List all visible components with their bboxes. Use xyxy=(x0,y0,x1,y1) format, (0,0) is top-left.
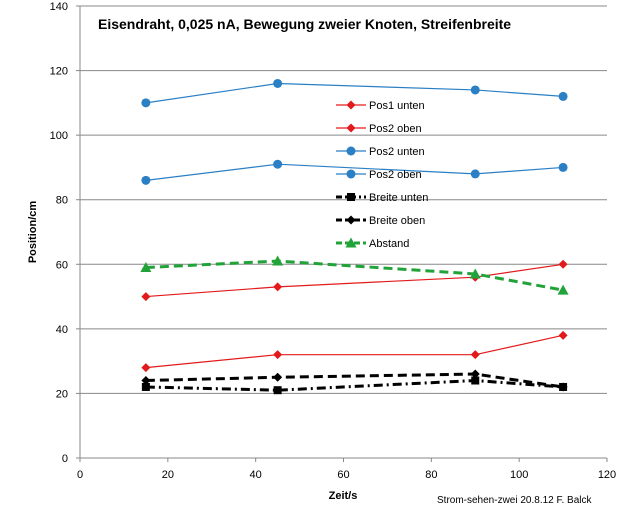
data-point xyxy=(140,262,152,273)
data-point xyxy=(273,78,283,88)
series-3 xyxy=(141,159,568,185)
credit-note: Strom-sehen-zwei 20.8.12 F. Balck xyxy=(437,495,593,506)
legend-item-6: Abstand xyxy=(336,237,409,250)
legend: Pos1 unten Pos2 oben Pos2 unten Pos2 oben Br… xyxy=(336,100,428,250)
data-point xyxy=(558,162,568,172)
data-point xyxy=(557,284,569,295)
x-tick-label: 60 xyxy=(337,469,349,481)
legend-label: Breite oben xyxy=(369,215,425,227)
series-line xyxy=(145,334,564,369)
legend-marker xyxy=(346,146,356,156)
legend-item-0: Pos1 unten xyxy=(336,100,425,112)
series-6 xyxy=(140,255,569,295)
data-point xyxy=(470,169,480,179)
data-point xyxy=(141,382,150,391)
data-point xyxy=(470,350,480,360)
legend-label: Abstand xyxy=(369,238,409,250)
y-tick-label: 120 xyxy=(50,66,68,78)
data-point xyxy=(273,282,283,292)
series-line xyxy=(145,263,564,298)
data-point xyxy=(141,363,151,373)
data-point xyxy=(273,350,283,360)
data-point xyxy=(558,91,568,101)
legend-item-2: Pos2 unten xyxy=(336,146,425,158)
legend-label: Breite unten xyxy=(369,192,428,204)
legend-item-1: Pos2 oben xyxy=(336,123,422,135)
data-point xyxy=(469,268,481,279)
y-tick-label: 80 xyxy=(56,195,68,207)
legend-label: Pos1 unten xyxy=(369,100,425,112)
data-point xyxy=(470,85,480,95)
series-line xyxy=(145,82,564,104)
series-1 xyxy=(141,330,568,373)
legend-label: Pos2 unten xyxy=(369,146,425,158)
legend-marker xyxy=(346,215,356,225)
x-tick-label: 120 xyxy=(598,469,616,481)
data-point xyxy=(273,372,283,382)
data-point xyxy=(272,255,284,266)
legend-item-4: Breite unten xyxy=(336,192,428,204)
y-tick-label: 40 xyxy=(56,324,68,336)
data-point xyxy=(470,369,480,379)
data-point xyxy=(141,175,151,185)
y-axis-title: Position/cm xyxy=(27,201,39,264)
legend-label: Pos2 oben xyxy=(369,169,422,181)
y-tick-label: 100 xyxy=(50,130,68,142)
data-point xyxy=(141,98,151,108)
legend-item-5: Breite oben xyxy=(336,215,425,227)
data-point xyxy=(558,259,568,269)
legend-marker xyxy=(345,237,357,248)
gridlines xyxy=(80,5,607,394)
x-tick-label: 40 xyxy=(250,469,262,481)
chart-title: Eisendraht, 0,025 nA, Bewegung zweier Kn… xyxy=(98,16,511,32)
data-point xyxy=(273,386,282,395)
x-tick-label: 0 xyxy=(77,469,83,481)
series-line xyxy=(145,259,564,292)
series-2 xyxy=(141,78,568,108)
data-point xyxy=(558,330,568,340)
x-tick-label: 20 xyxy=(162,469,174,481)
x-axis-title: Zeit/s xyxy=(329,490,358,502)
series-layer xyxy=(140,78,569,395)
y-tick-label: 140 xyxy=(50,1,68,13)
legend-marker xyxy=(346,100,356,110)
x-tick-label: 80 xyxy=(425,469,437,481)
legend-label: Pos2 oben xyxy=(369,123,422,135)
legend-marker xyxy=(346,123,356,133)
x-tick-label: 100 xyxy=(510,469,528,481)
legend-marker xyxy=(347,193,355,201)
series-line xyxy=(145,163,564,181)
legend-marker xyxy=(346,169,356,179)
series-line xyxy=(145,379,564,392)
y-tick-label: 20 xyxy=(56,388,68,400)
axes: 0 20 40 60 80 100 120 140 0 20 40 60 80 100 120 xyxy=(50,1,617,481)
series-5 xyxy=(141,369,568,392)
data-point xyxy=(141,292,151,302)
data-point xyxy=(141,376,151,386)
data-point xyxy=(558,382,568,392)
y-tick-label: 60 xyxy=(56,259,68,271)
legend-item-3: Pos2 oben xyxy=(336,169,422,181)
data-point xyxy=(273,159,283,169)
y-tick-label: 0 xyxy=(62,453,68,465)
data-point xyxy=(471,376,480,385)
series-line xyxy=(145,372,564,389)
